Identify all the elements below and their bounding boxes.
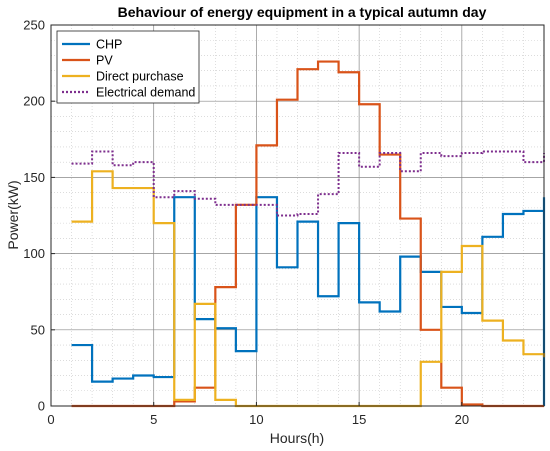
y-tick-label: 150 — [23, 170, 45, 185]
y-tick-label: 250 — [23, 18, 45, 33]
x-tick-label: 20 — [455, 412, 469, 427]
y-axis-label: Power(kW) — [5, 180, 21, 249]
y-tick-label: 100 — [23, 246, 45, 261]
x-tick-label: 5 — [150, 412, 157, 427]
plot-frame — [50, 24, 545, 407]
legend-label-direct-purchase: Direct purchase — [96, 70, 184, 84]
series-line-electrical-demand — [71, 150, 545, 217]
y-tick-label: 50 — [31, 322, 45, 337]
x-tick-label: 10 — [249, 412, 263, 427]
legend-label-pv: PV — [96, 54, 113, 68]
x-axis-label: Hours(h) — [270, 430, 324, 446]
series-line-pv — [71, 60, 544, 408]
x-tick-label: 15 — [352, 412, 366, 427]
x-axis: 0 5 10 15 20 — [47, 402, 469, 427]
legend: CHP PV Direct purchase Electrical demand — [56, 30, 200, 104]
legend-label-chp: CHP — [96, 38, 122, 52]
y-axis: 0 50 100 150 200 250 — [23, 18, 55, 414]
chart-title: Behaviour of energy equipment in a typic… — [118, 4, 487, 20]
x-tick-label: 0 — [47, 412, 54, 427]
legend-label-electrical-demand: Electrical demand — [96, 86, 195, 100]
y-tick-label: 0 — [38, 399, 45, 414]
y-tick-label: 200 — [23, 94, 45, 109]
